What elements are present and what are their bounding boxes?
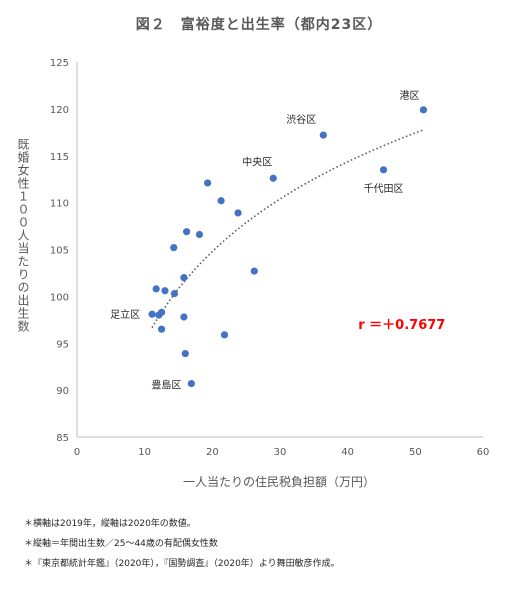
x-tick-label: 20 <box>206 447 219 458</box>
y-tick-label: 120 <box>50 105 69 116</box>
footnote-2: ＊縦軸＝年間出生数／25～44歳の有配偶女性数 <box>24 539 218 549</box>
y-tick-label: 125 <box>50 58 69 69</box>
x-tick-label: 10 <box>138 447 151 458</box>
data-point <box>217 197 225 205</box>
footnote-3: ＊『東京都統計年鑑』（2020年），『国勢調査』（2020年）より舞田敏彦作成。 <box>24 559 340 569</box>
y-tick-label: 110 <box>50 199 69 210</box>
y-tick-label: 95 <box>56 339 69 350</box>
footnote-1: ＊横軸は2019年，縦軸は2020年の数値。 <box>24 519 196 529</box>
data-point <box>220 331 229 339</box>
point-label: 中央区 <box>242 155 272 168</box>
correlation-annotation: r ＝＋0.7677 <box>358 318 445 333</box>
y-tick-label: 105 <box>50 246 69 257</box>
x-tick-label: 50 <box>409 447 422 458</box>
data-point <box>157 308 166 316</box>
x-tick-label: 30 <box>274 447 287 458</box>
data-point <box>203 179 212 187</box>
data-point <box>379 166 388 174</box>
data-point <box>180 313 188 321</box>
data-point <box>181 349 189 358</box>
axes: 85 90 95 100 105 110 115 120 125 0 10 20 30 40 50 60 <box>50 58 489 458</box>
data-point <box>234 209 242 217</box>
data-point <box>319 131 327 139</box>
data-point <box>180 274 188 282</box>
trendline <box>151 129 424 329</box>
points-group <box>148 106 428 388</box>
point-label: 豊島区 <box>151 379 181 392</box>
data-point <box>269 174 277 182</box>
x-tick-label: 40 <box>341 447 354 458</box>
y-tick-label: 85 <box>56 433 69 444</box>
data-point <box>195 230 204 239</box>
point-label: 千代田区 <box>364 183 404 195</box>
data-point <box>170 244 178 252</box>
x-axis-label: 一人当たりの住民税負担額（万円） <box>183 475 375 489</box>
y-tick-label: 100 <box>50 292 69 303</box>
data-point <box>419 106 428 114</box>
data-point <box>170 289 179 298</box>
data-point <box>152 285 160 293</box>
point-label: 港区 <box>399 90 419 102</box>
point-label: 渋谷区 <box>286 113 316 126</box>
data-point <box>187 379 195 388</box>
data-point <box>148 310 156 318</box>
x-tick-label: 60 <box>477 447 490 458</box>
data-point <box>183 228 191 236</box>
y-tick-label: 115 <box>50 152 69 163</box>
chart-title: 図２ 富裕度と出生率（都内23区） <box>135 17 383 33</box>
point-label: 足立区 <box>110 308 140 321</box>
y-axis-label: 既婚女性１００人当たりの出生数 <box>16 138 30 333</box>
trendline-group <box>151 129 424 329</box>
data-point <box>157 325 166 333</box>
data-point <box>161 287 169 295</box>
x-tick-label: 0 <box>74 447 80 458</box>
data-point <box>250 267 258 275</box>
y-tick-label: 90 <box>56 386 69 397</box>
